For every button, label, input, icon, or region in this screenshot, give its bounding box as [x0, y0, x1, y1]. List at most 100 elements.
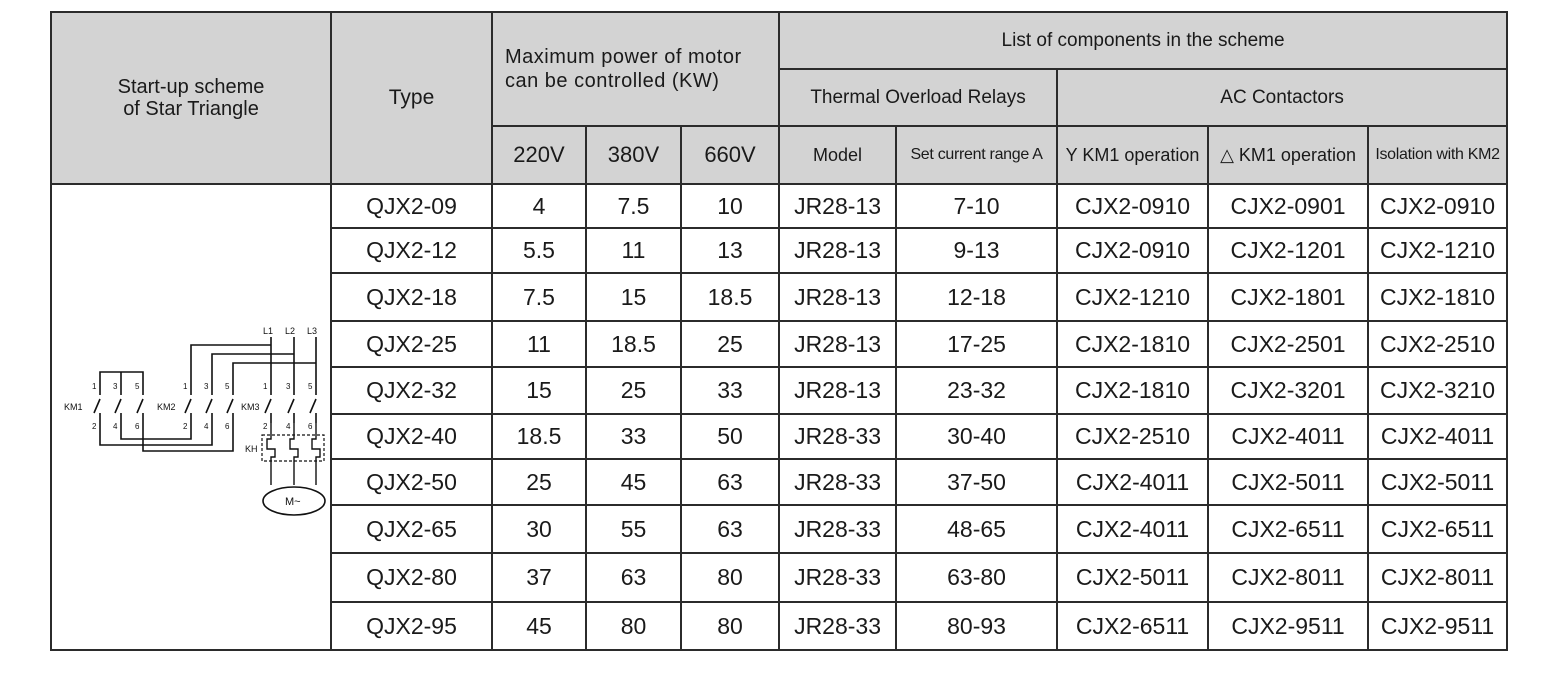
table-cell: JR28-13 [778, 320, 898, 368]
table-row: QJX2-18 7.5 15 18.5 JR28-13 12-18 CJX2-1210 CJX… [51, 272, 1509, 322]
table-cell: 80 [679, 601, 781, 651]
table-cell: JR28-13 [778, 227, 898, 274]
svg-text:2: 2 [183, 422, 188, 431]
table-cell: 25 [585, 366, 682, 415]
table-cell: CJX2-2510 [1367, 320, 1509, 368]
table-cell: 45 [491, 601, 587, 651]
svg-text:3: 3 [113, 382, 118, 391]
table-cell: 55 [585, 504, 682, 554]
table-body: L1 L2 L3 [50, 183, 1509, 651]
table-cell: CJX2-4011 [1207, 413, 1370, 460]
supply-lines [270, 337, 317, 387]
table-row: QJX2-80 37 63 80 JR28-33 63-80 CJX2-5011 CJX2-8… [51, 552, 1509, 603]
svg-text:6: 6 [225, 422, 230, 431]
table-cell: 25 [491, 458, 587, 506]
table-cell: CJX2-5011 [1367, 458, 1509, 506]
table-cell: CJX2-4011 [1056, 458, 1210, 506]
table-cell: CJX2-1210 [1367, 227, 1509, 274]
table-cell: 80 [585, 601, 682, 651]
table-cell: CJX2-6511 [1207, 504, 1370, 554]
header-model: Model [778, 125, 898, 185]
svg-text:1: 1 [92, 382, 97, 391]
table-cell: 63 [679, 458, 781, 506]
svg-text:5: 5 [135, 382, 140, 391]
table-cell: QJX2-12 [330, 227, 493, 274]
svg-text:5: 5 [308, 382, 313, 391]
table-cell: 12-18 [895, 272, 1059, 322]
table-row: QJX2-40 18.5 33 50 JR28-33 30-40 CJX2-2510 CJX2… [51, 413, 1509, 460]
table-cell: 63 [679, 504, 781, 554]
delta-cross-wiring [99, 423, 234, 452]
label-km2: KM2 [157, 402, 176, 412]
table-cell: 7.5 [491, 272, 587, 322]
svg-text:6: 6 [135, 422, 140, 431]
table-cell: CJX2-8011 [1367, 552, 1509, 603]
header-set-current-range: Set current range A [895, 125, 1059, 185]
table-cell: CJX2-9511 [1207, 601, 1370, 651]
table-cell: CJX2-0910 [1367, 183, 1509, 229]
table-cell: CJX2-5011 [1207, 458, 1370, 506]
table-cell: CJX2-6511 [1367, 504, 1509, 554]
table-cell: QJX2-32 [330, 366, 493, 415]
header-delta-km1: △ KM1 operation [1207, 125, 1370, 185]
label-l3: L3 [307, 326, 317, 336]
table-cell: 13 [679, 227, 781, 274]
header-max-power: Maximum power of motor can be controlled… [490, 11, 781, 127]
table-cell: 63 [585, 552, 682, 603]
table-row: QJX2-65 30 55 63 JR28-33 48-65 CJX2-4011 CJX2-6… [51, 504, 1509, 554]
label-l2: L2 [285, 326, 295, 336]
table-header: Start-up scheme of Star Triangle Type Ma… [50, 11, 1509, 185]
header-scheme-line1: Start-up scheme [117, 76, 265, 98]
table-cell: 30 [491, 504, 587, 554]
table-cell: 23-32 [895, 366, 1059, 415]
table-cell: CJX2-1810 [1056, 366, 1210, 415]
svg-text:4: 4 [204, 422, 209, 431]
header-220v: 220V [491, 125, 587, 185]
table-cell: 9-13 [895, 227, 1059, 274]
label-motor: M~ [285, 496, 301, 508]
starter-spec-table: Start-up scheme of Star Triangle Type Ma… [50, 11, 1509, 651]
table-cell: CJX2-5011 [1056, 552, 1210, 603]
table-cell: 48-65 [895, 504, 1059, 554]
table-cell: 50 [679, 413, 781, 460]
table-cell: CJX2-1801 [1207, 272, 1370, 322]
svg-text:4: 4 [113, 422, 118, 431]
table-cell: JR28-13 [778, 366, 898, 415]
svg-text:2: 2 [92, 422, 97, 431]
table-cell: 18.5 [679, 272, 781, 322]
table-cell: JR28-33 [778, 458, 898, 506]
table-cell: CJX2-3210 [1367, 366, 1509, 415]
table-cell: 11 [491, 320, 587, 368]
table-cell: 4 [491, 183, 587, 229]
table-cell: 37-50 [895, 458, 1059, 506]
table-cell: CJX2-3201 [1207, 366, 1370, 415]
table-cell: CJX2-0910 [1056, 183, 1210, 229]
table-cell: 7.5 [585, 183, 682, 229]
star-triangle-wiring-diagram: L1 L2 L3 [64, 326, 326, 516]
table-cell: CJX2-2501 [1207, 320, 1370, 368]
svg-text:3: 3 [286, 382, 291, 391]
table-cell: CJX2-9511 [1367, 601, 1509, 651]
label-km3: KM3 [241, 402, 260, 412]
header-thermal-relays: Thermal Overload Relays [778, 68, 1059, 127]
table-row: QJX2-25 11 18.5 25 JR28-13 17-25 CJX2-1810 CJX2… [51, 320, 1509, 368]
header-660v: 660V [679, 125, 781, 185]
thermal-relay-box [261, 434, 325, 462]
table-cell: 18.5 [491, 413, 587, 460]
label-kh: KH [245, 444, 258, 454]
header-scheme: Start-up scheme of Star Triangle [50, 11, 332, 185]
table-cell: 15 [491, 366, 587, 415]
header-ac-contactors: AC Contactors [1056, 68, 1509, 127]
svg-text:2: 2 [263, 422, 268, 431]
table-cell: QJX2-50 [330, 458, 493, 506]
table-cell: CJX2-8011 [1207, 552, 1370, 603]
svg-text:4: 4 [286, 422, 291, 431]
table-cell: QJX2-80 [330, 552, 493, 603]
header-y-km1: Y KM1 operation [1056, 125, 1210, 185]
star-triangle-diagram-cell: L1 L2 L3 [50, 183, 332, 651]
table-cell: CJX2-0910 [1056, 227, 1210, 274]
thermal-elements [266, 423, 321, 485]
table-cell: JR28-13 [778, 183, 898, 229]
table-cell: 33 [679, 366, 781, 415]
table-cell: QJX2-40 [330, 413, 493, 460]
